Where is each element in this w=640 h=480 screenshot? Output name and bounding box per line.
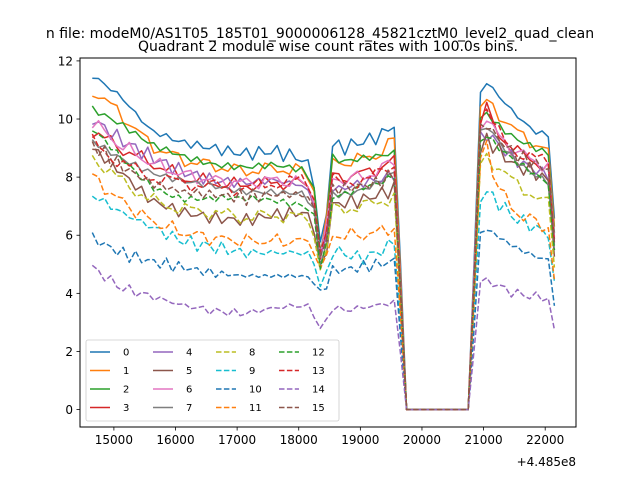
legend-label-7: 7	[186, 403, 192, 414]
series-line-14	[91, 264, 556, 411]
y-tick-label: 2	[65, 345, 73, 359]
x-tick-label: 17000	[218, 433, 256, 447]
y-tick-label: 10	[58, 113, 73, 127]
legend-label-6: 6	[186, 385, 192, 396]
x-tick-label: 21000	[464, 433, 502, 447]
legend-label-4: 4	[186, 348, 192, 359]
chart-title: Quadrant 2 module wise count rates with …	[138, 39, 518, 55]
x-axis: 15000 16000 17000 18000 19000 20000 21000 22000	[95, 427, 564, 447]
y-tick-label: 12	[58, 54, 73, 68]
series-layer	[91, 77, 556, 411]
series-line-13	[91, 108, 556, 411]
legend-box	[85, 339, 340, 422]
x-tick-label: 16000	[156, 433, 194, 447]
legend-label-11: 11	[249, 403, 262, 414]
legend-label-2: 2	[123, 385, 129, 396]
legend-label-9: 9	[249, 366, 255, 377]
x-tick-label: 15000	[95, 433, 133, 447]
legend-label-0: 0	[123, 348, 129, 359]
series-line-9	[91, 191, 556, 411]
legend-label-8: 8	[249, 348, 255, 359]
y-tick-label: 4	[65, 287, 73, 301]
x-tick-label: 19000	[341, 433, 379, 447]
x-offset-label: +4.485e8	[517, 455, 576, 469]
legend-label-14: 14	[312, 385, 325, 396]
legend-label-10: 10	[249, 385, 262, 396]
legend-label-12: 12	[312, 348, 325, 359]
axes-frame	[79, 57, 577, 428]
legend-label-3: 3	[123, 403, 129, 414]
figure-suptitle: n file: modeM0/AS1T05_185T01_9000006128_…	[46, 26, 594, 42]
x-tick-label: 22000	[526, 433, 564, 447]
series-line-15	[91, 123, 556, 411]
x-tick-label: 18000	[280, 433, 318, 447]
legend-label-5: 5	[186, 366, 192, 377]
x-tick-label: 20000	[403, 433, 441, 447]
legend-label-13: 13	[312, 366, 325, 377]
y-tick-label: 8	[65, 171, 73, 185]
series-line-10	[91, 229, 556, 411]
y-axis: 0 2 4 6 8 10 12	[58, 54, 80, 417]
y-tick-label: 0	[65, 403, 73, 417]
legend-label-1: 1	[123, 366, 129, 377]
y-tick-label: 6	[65, 229, 73, 243]
legend-label-15: 15	[312, 403, 325, 414]
